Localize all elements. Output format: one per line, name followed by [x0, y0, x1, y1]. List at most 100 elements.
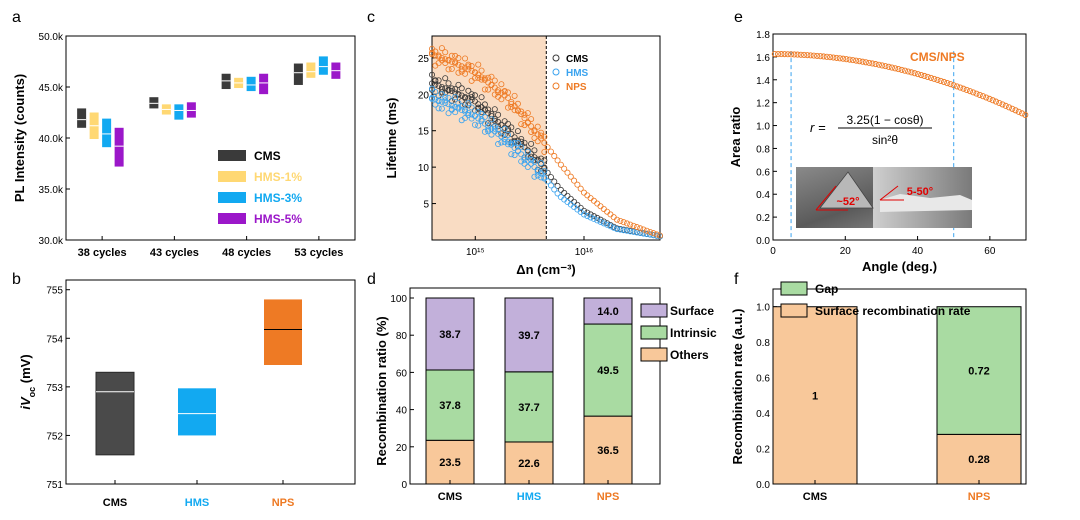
panel-c-legend-label: NPS: [566, 82, 587, 93]
panel-c-point: [617, 217, 624, 224]
panel-c-point: [491, 106, 498, 113]
panel-c-point: [432, 77, 439, 84]
panel-e-point: [843, 56, 850, 63]
panel-d-legend-swatch: [640, 303, 668, 318]
panel-c-point: [481, 101, 488, 108]
panel-c-point: [617, 226, 624, 233]
panel-c-point: [465, 66, 472, 73]
panel-d-legend-label: Intrinsic: [670, 326, 717, 340]
panel-c-point: [452, 96, 459, 103]
panel-d-ytick-label: 40: [396, 406, 408, 417]
panel-c-point: [448, 97, 455, 104]
panel-c-point: [607, 223, 614, 230]
panel-c-point: [528, 128, 535, 135]
panel-c-point: [432, 48, 439, 55]
panel-b-box: [264, 299, 302, 365]
panel-c-point: [442, 85, 449, 92]
panel-c-xtick-label: 10¹⁵: [466, 247, 485, 258]
panel-c-legend-label: CMS: [566, 54, 589, 65]
panel-c-point: [432, 101, 439, 108]
panel-c-point: [518, 121, 525, 128]
panel-c-point: [495, 126, 502, 133]
panel-d-bar-label: 14.0: [597, 306, 618, 318]
panel-c-point: [491, 77, 498, 84]
panel-c-point: [445, 110, 452, 117]
panel-c-point: [587, 211, 594, 218]
panel-a-box: [102, 118, 112, 148]
panel-c-point: [534, 131, 541, 138]
panel-c-point: [590, 197, 597, 204]
panel-c-point: [495, 118, 502, 125]
panel-c-point: [465, 100, 472, 107]
panel-e-point: [898, 66, 905, 73]
panel-e-angle-line: [815, 185, 837, 211]
panel-c-point: [643, 227, 650, 234]
panel-c-point: [504, 138, 511, 145]
panel-d-category: CMS: [438, 491, 462, 503]
panel-c-point: [554, 190, 561, 197]
panel-b-ytick-label: 753: [46, 383, 63, 394]
panel-e-point: [970, 89, 977, 96]
panel-c-point: [445, 66, 452, 73]
panel-c-point: [633, 224, 640, 231]
panel-c-point: [435, 98, 442, 105]
panel-a-box: [259, 73, 269, 95]
panel-c-point: [607, 211, 614, 218]
panel-c-point: [491, 117, 498, 124]
panel-f-bar-label: 0.72: [968, 366, 989, 378]
panel-letter-a: a: [12, 9, 21, 26]
panel-a-box: [77, 108, 87, 128]
panel-f-ytick-label: 0.6: [756, 374, 770, 385]
panel-c-point: [468, 104, 475, 111]
panel-c-point: [458, 66, 465, 73]
panel-a-ytick-label: 40.0k: [39, 134, 64, 145]
panel-c-point: [521, 154, 528, 161]
panel-e-point: [862, 59, 869, 66]
panel-c-point: [541, 139, 548, 146]
panel-c-point: [452, 52, 459, 59]
panel-c-point: [590, 215, 597, 222]
panel-e-point: [911, 70, 918, 77]
panel-e-point: [1005, 104, 1013, 111]
panel-e-point: [1018, 110, 1026, 117]
panel-c-point: [508, 104, 515, 111]
panel-e-point: [823, 53, 830, 60]
panel-a-box: [246, 76, 256, 92]
panel-c-point: [567, 195, 574, 202]
panel-c-point: [518, 151, 525, 158]
panel-f-legend-swatch: [780, 303, 808, 318]
panel-f-bar-segment: [936, 433, 1022, 485]
panel-c-xlabel: Δn (cm⁻³): [516, 262, 576, 277]
panel-e-point: [1009, 105, 1016, 112]
panel-d-bar-label: 39.7: [518, 330, 539, 342]
panel-e-point: [944, 80, 951, 87]
panel-d-bar-label: 22.6: [518, 458, 539, 470]
panel-c-point: [445, 87, 452, 94]
panel-e-point: [817, 53, 824, 60]
panel-d-legend-swatch: [640, 347, 668, 362]
panel-c-point: [481, 113, 488, 120]
panel-a-ylabel: PL Intensity (counts): [12, 74, 27, 202]
panel-f-ytick-label: 0.8: [756, 338, 770, 349]
panel-e-point: [778, 51, 785, 58]
panel-f-ylabel: Recombination rate (a.u.): [730, 308, 745, 464]
panel-c-point: [485, 106, 492, 113]
panel-c-point: [462, 70, 469, 77]
panel-c-point: [554, 157, 561, 164]
panel-c-point: [541, 164, 548, 171]
panel-c-point: [455, 81, 462, 88]
panel-b-ytick-label: 751: [46, 480, 63, 491]
panel-c-point: [462, 55, 469, 62]
panel-c-point: [600, 205, 607, 212]
panel-c-point: [653, 231, 660, 238]
panel-c-point: [452, 94, 459, 101]
panel-c-point: [504, 89, 511, 96]
panel-e-point: [960, 85, 967, 92]
panel-c-point: [504, 104, 511, 111]
panel-c-point: [567, 173, 574, 180]
panel-c-point: [468, 94, 475, 101]
panel-e-ytick-label: 1.0: [756, 122, 770, 133]
panel-e-point: [905, 68, 912, 75]
panel-e-formula-lhs: r =: [810, 120, 826, 135]
panel-e-point: [882, 63, 889, 70]
